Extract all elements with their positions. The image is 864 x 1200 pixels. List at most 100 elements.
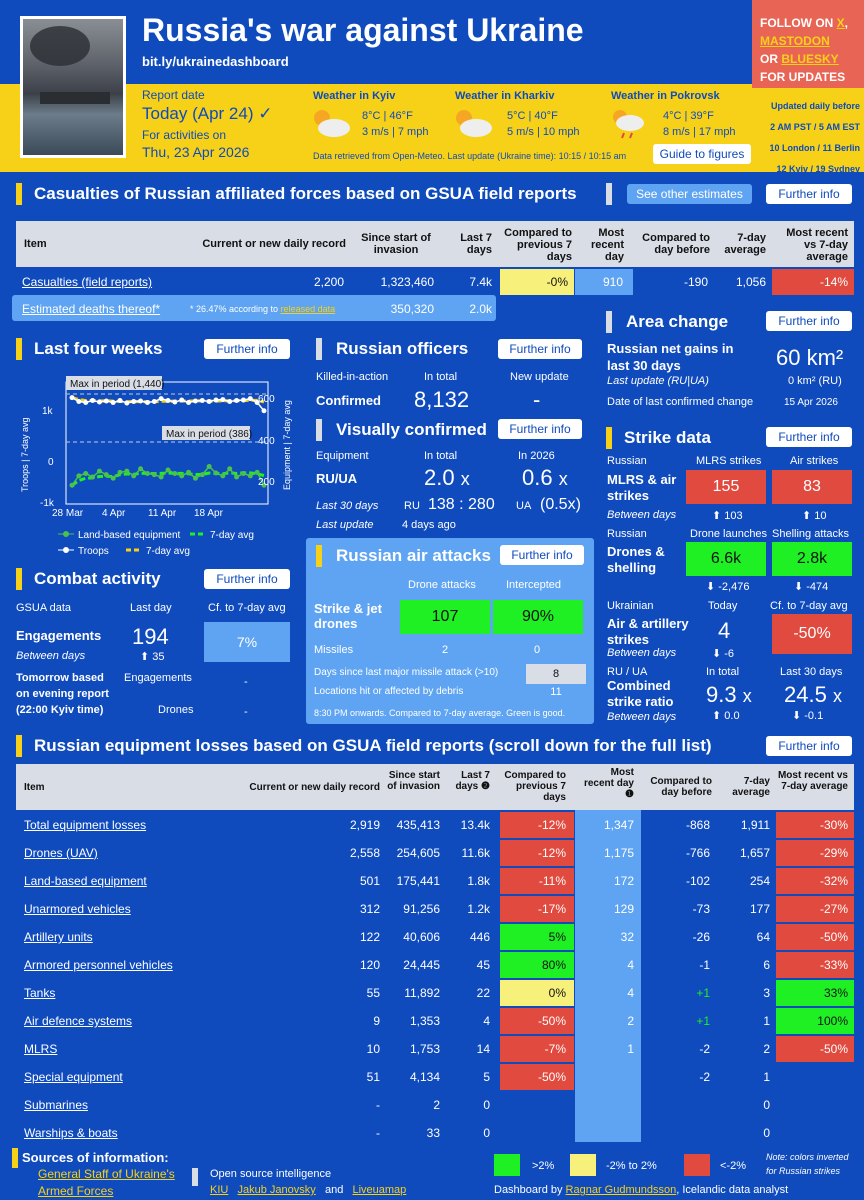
equipment-col-header[interactable]: Since start of invasion	[387, 770, 440, 792]
x-tick: 11 Apr	[148, 508, 177, 519]
four-weeks-info-button[interactable]: Further info	[204, 339, 290, 359]
x-link[interactable]: X	[836, 16, 845, 30]
gains-value: 60 km²	[776, 345, 844, 370]
table-cell: 172	[613, 874, 634, 888]
troops-point	[103, 398, 109, 404]
casualties-table-header	[16, 221, 854, 267]
equipment-col-header[interactable]: Last 7 days ❷	[455, 770, 490, 792]
equipment-point	[220, 473, 226, 479]
area-info-button[interactable]: Further info	[766, 311, 852, 331]
equipment-item-link[interactable]: Warships & boats	[24, 1126, 118, 1140]
liveuamap-link[interactable]: Liveuamap	[352, 1184, 407, 1196]
troops-point	[213, 397, 219, 403]
equipment-col-header[interactable]: 7-day average	[732, 776, 770, 798]
officers-info-button[interactable]: Further info	[498, 339, 582, 359]
equipment-item-link[interactable]: Air defence systems	[24, 1014, 133, 1028]
equipment-item-link[interactable]: Armored personnel vehicles	[24, 958, 173, 972]
cell-bg	[776, 980, 854, 1006]
other-estimates-button[interactable]: See other estimates	[627, 184, 752, 204]
table-cell: 0%	[548, 986, 566, 1000]
dashboard-link[interactable]: bit.ly/ukrainedashboard	[142, 54, 289, 69]
equipment-col-header[interactable]: Most recent vs 7-day average	[777, 770, 848, 792]
table-cell: 501	[359, 874, 380, 888]
jj-link[interactable]: Jakub Janovsky	[237, 1184, 316, 1196]
equipment-item-link[interactable]: MLRS	[24, 1042, 58, 1056]
equipment-col-header[interactable]: Item	[24, 782, 45, 793]
equipment-info-button[interactable]: Further info	[766, 736, 852, 756]
table-cell: 9	[373, 1014, 380, 1028]
equipment-item-link[interactable]: Unarmored vehicles	[24, 902, 131, 916]
equipment-item-link[interactable]: Special equipment	[24, 1070, 123, 1084]
combat-info-button[interactable]: Further info	[204, 569, 290, 589]
tomorrow-drones-label: Drones	[158, 704, 194, 716]
engagements-pct: 7%	[204, 622, 290, 662]
air-note: 8:30 PM onwards. Compared to 7-day avera…	[314, 708, 566, 718]
table-cell: 1,657	[739, 846, 770, 860]
gsua-link[interactable]: General Staff of Ukraine's Armed Forces	[38, 1167, 175, 1198]
section-marker	[16, 568, 22, 590]
art-delta: ⬇ -6	[712, 648, 735, 660]
cell-bg	[776, 812, 854, 838]
author-link[interactable]: Ragnar Gudmundsson	[565, 1184, 677, 1196]
table-cell: 13.4k	[460, 818, 490, 832]
kia-label: Killed-in-action	[316, 371, 389, 383]
section-marker	[16, 735, 22, 757]
weather-pokrovsk-title: Weather in Pokrovsk	[611, 90, 720, 102]
table-cell: -32%	[819, 874, 848, 888]
casualties-link[interactable]: Casualties (field reports)	[22, 275, 153, 289]
equipment-item-link[interactable]: Submarines	[24, 1098, 89, 1112]
deaths-note: * 26.47% according to released data	[190, 304, 336, 314]
combined-label: Combined strike ratio	[607, 678, 674, 709]
guide-button[interactable]: Guide to figures	[653, 144, 751, 164]
equipment-col-header[interactable]: Compared to day before	[650, 776, 712, 798]
table-cell: 1.8k	[467, 874, 490, 888]
officers-new: -	[533, 387, 541, 412]
bluesky-link[interactable]: BLUESKY	[781, 52, 839, 66]
equipment-item-link[interactable]: Artillery units	[24, 930, 93, 944]
cell-bg	[776, 1036, 854, 1062]
strike-info-button[interactable]: Further info	[766, 427, 852, 447]
deaths-link[interactable]: Estimated deaths thereof*	[22, 302, 161, 316]
table-cell: 4	[627, 986, 634, 1000]
table-cell: -33%	[819, 958, 848, 972]
last-update-value: 4 days ago	[402, 519, 456, 531]
legend-green-swatch	[494, 1154, 520, 1176]
table-cell: -766	[685, 846, 710, 860]
table-cell: -	[376, 1098, 380, 1112]
equipment-item-link[interactable]: Drones (UAV)	[24, 846, 98, 860]
cell-bg	[575, 269, 633, 295]
weather-note: Data retrieved from Open-Meteo. Last upd…	[313, 151, 627, 161]
table-cell: 129	[613, 902, 634, 916]
weather-kharkiv-temp: 5°C | 40°F	[507, 110, 558, 122]
equipment-col-header[interactable]: Compared to previous 7 days	[504, 770, 566, 803]
equipment-item-link[interactable]: Total equipment losses	[24, 818, 147, 832]
kiu-link[interactable]: KIU	[210, 1184, 229, 1196]
in-2026-label: In 2026	[518, 450, 555, 462]
visual-info-button[interactable]: Further info	[498, 419, 582, 439]
released-data-link[interactable]: released data	[280, 304, 336, 314]
mastodon-link[interactable]: MASTODON	[760, 34, 830, 48]
equipment-col-header[interactable]: Current or new daily record	[249, 782, 380, 793]
deaths-row	[12, 295, 496, 321]
tomorrow-label: Tomorrow based on evening report (22:00 …	[16, 672, 109, 716]
section-marker	[316, 338, 322, 360]
equipment-item-link[interactable]: Tanks	[24, 986, 56, 1000]
max-troops-label: Max in period (1,440)	[70, 379, 165, 390]
strike-drones-label: Strike & jet drones	[314, 601, 382, 631]
officers-value: 8,132	[414, 387, 470, 412]
casualties-info-button[interactable]: Further info	[766, 184, 852, 204]
table-cell: 0	[483, 1126, 490, 1140]
equipment-item-link[interactable]: Land-based equipment	[24, 874, 147, 888]
col-avg: 7-day average	[724, 232, 766, 256]
col-recent: Most recent day	[590, 227, 624, 263]
four-weeks-title: Last four weeks	[34, 339, 163, 358]
air-info-button[interactable]: Further info	[500, 545, 584, 565]
table-cell: 4,134	[409, 1070, 440, 1084]
last-update-label: Last update	[316, 519, 374, 531]
air-title: Russian air attacks	[336, 546, 491, 565]
table-cell: -12%	[537, 818, 566, 832]
equipment-col-header[interactable]: Most recent day ❶	[583, 767, 634, 800]
troops-point	[90, 398, 96, 404]
table-cell: 175,441	[396, 874, 440, 888]
troops-point	[69, 395, 75, 401]
